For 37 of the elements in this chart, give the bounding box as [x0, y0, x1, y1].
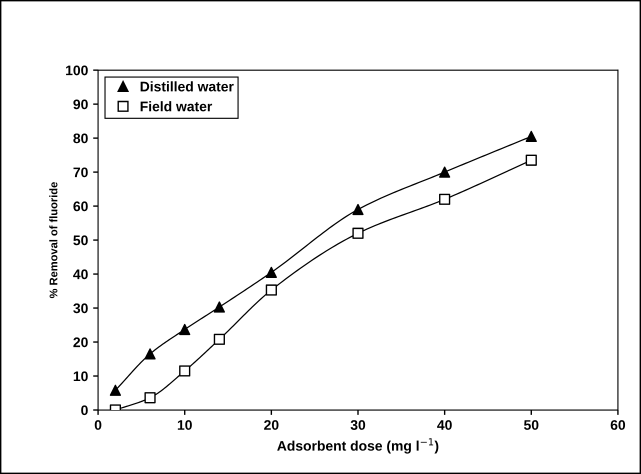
y-tick-label: 0 [81, 405, 88, 416]
y-axis-title: % Removal of fluoride [49, 182, 58, 298]
legend-label: Field water [140, 101, 212, 112]
point [439, 166, 450, 178]
point [266, 284, 277, 296]
point [266, 266, 277, 278]
y-tick-label: 60 [73, 201, 88, 212]
x-tick-label: 60 [610, 420, 626, 430]
point [526, 130, 537, 142]
y-tick-label: 20 [73, 337, 88, 348]
x-tick-label: 40 [437, 420, 452, 430]
y-tick-label: 40 [73, 269, 88, 280]
y-tick-label: 70 [74, 167, 88, 178]
x-tick-label: 50 [524, 420, 538, 430]
x-axis-title: Adsorbent dose (mg l$^{−1}$) [277, 438, 438, 454]
x-tick-label: 10 [178, 420, 192, 430]
y-tick-label: 50 [73, 235, 88, 246]
point [526, 154, 537, 166]
x-tick-label: 0 [94, 420, 102, 430]
point [179, 324, 190, 336]
point [352, 228, 364, 239]
point [179, 365, 190, 377]
point [144, 348, 156, 360]
point [352, 204, 364, 216]
point [439, 194, 450, 205]
point [214, 334, 225, 345]
y-tick-label: 90 [73, 99, 88, 110]
x-tick-label: 30 [350, 420, 366, 430]
y-tick-label: 80 [73, 133, 88, 144]
y-tick-label: 100 [66, 65, 88, 76]
point [144, 392, 156, 404]
legend-label: Distilled water [140, 81, 234, 92]
y-tick-label: 10 [74, 371, 88, 382]
x-tick-label: 20 [264, 420, 279, 430]
point [110, 384, 122, 396]
y-tick-label: 30 [73, 303, 88, 314]
point [214, 301, 225, 313]
